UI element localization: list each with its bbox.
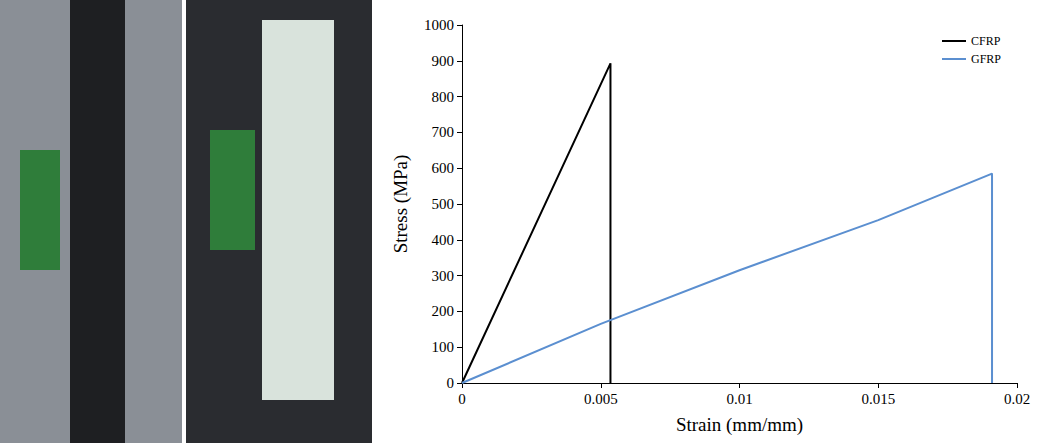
svg-text:400: 400 — [432, 232, 455, 248]
svg-text:500: 500 — [432, 196, 455, 212]
svg-text:0.02: 0.02 — [1004, 391, 1030, 407]
svg-text:0: 0 — [458, 391, 466, 407]
svg-text:900: 900 — [432, 53, 455, 69]
svg-text:CFRP: CFRP — [971, 34, 1001, 48]
svg-text:200: 200 — [432, 303, 455, 319]
svg-text:600: 600 — [432, 160, 455, 176]
svg-text:0.005: 0.005 — [584, 391, 618, 407]
svg-text:Stress (MPa): Stress (MPa) — [390, 155, 412, 254]
svg-text:300: 300 — [432, 268, 455, 284]
svg-text:Strain (mm/mm): Strain (mm/mm) — [676, 414, 803, 436]
svg-text:100: 100 — [432, 339, 455, 355]
svg-text:800: 800 — [432, 89, 455, 105]
svg-text:0.01: 0.01 — [726, 391, 752, 407]
svg-text:0.015: 0.015 — [861, 391, 895, 407]
svg-text:0: 0 — [447, 375, 455, 391]
svg-text:1000: 1000 — [424, 17, 454, 33]
svg-text:700: 700 — [432, 124, 455, 140]
svg-text:GFRP: GFRP — [971, 52, 1001, 66]
